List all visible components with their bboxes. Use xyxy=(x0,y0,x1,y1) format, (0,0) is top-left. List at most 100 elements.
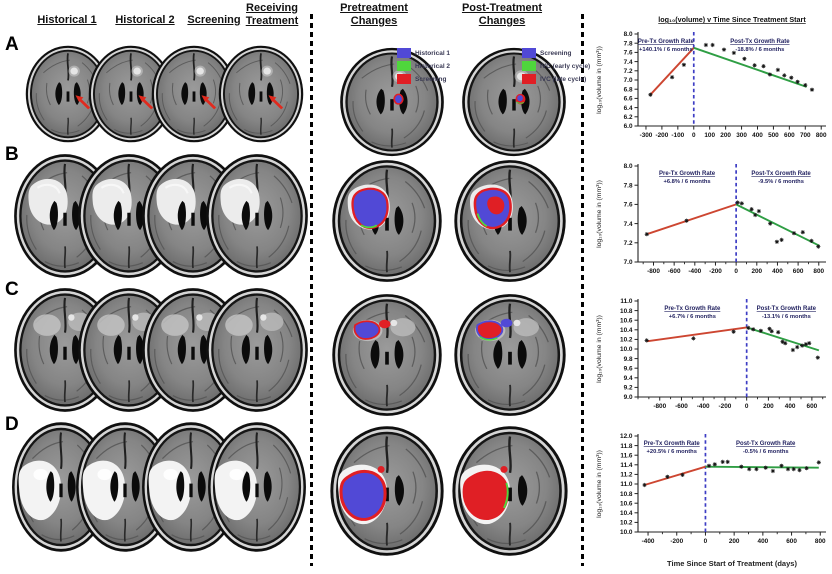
svg-text:10.2: 10.2 xyxy=(620,337,633,344)
data-point xyxy=(746,325,751,331)
data-point xyxy=(790,347,795,353)
svg-text:11.0: 11.0 xyxy=(620,298,633,305)
column-header-screening: Screening xyxy=(187,14,241,26)
svg-text:200: 200 xyxy=(729,538,740,545)
svg-text:8.0: 8.0 xyxy=(624,163,633,170)
svg-text:600: 600 xyxy=(784,132,795,139)
row-label-d: D xyxy=(5,414,19,435)
growth-chart-b: 7.0 7.2 7.4 7.6 7.8 8.0 -800 -600 -400 -… xyxy=(596,163,826,275)
section-divider-right xyxy=(581,14,584,566)
svg-text:600: 600 xyxy=(807,403,818,410)
svg-text:6.2: 6.2 xyxy=(624,114,633,121)
data-point xyxy=(768,221,773,226)
data-point xyxy=(791,466,796,472)
row-label-c: C xyxy=(5,279,19,300)
data-point xyxy=(703,42,709,48)
growth-rate-heading: Post-Tx Growth Rate xyxy=(757,306,817,312)
growth-rate-value: +140.1% / 6 months xyxy=(639,47,693,53)
legend-label: Historical 1 xyxy=(415,49,451,57)
data-point xyxy=(742,56,747,61)
svg-text:500: 500 xyxy=(768,132,779,139)
data-point xyxy=(807,341,812,346)
svg-text:0: 0 xyxy=(704,538,708,545)
data-point xyxy=(681,62,687,67)
data-point xyxy=(721,47,727,52)
mri-a-posttreatment-changes xyxy=(462,47,566,157)
mri-b-posttreatment-changes xyxy=(454,160,566,282)
mri-a-screening xyxy=(151,45,237,143)
data-point xyxy=(763,465,768,470)
svg-text:800: 800 xyxy=(815,538,826,545)
growth-rate-heading: Post-Tx Growth Rate xyxy=(736,441,796,447)
data-point xyxy=(767,326,772,331)
svg-text:-100: -100 xyxy=(671,132,684,139)
legend-item: Screening xyxy=(397,74,450,84)
mri-c-posttreatment-changes xyxy=(454,294,566,416)
svg-text:7.4: 7.4 xyxy=(624,221,633,228)
column-header-receiving-treatment: Receiving Treatment xyxy=(245,2,299,27)
mri-d-receiving-treatment xyxy=(208,422,306,552)
post-treatment-fit-line xyxy=(735,203,820,247)
data-point xyxy=(809,238,814,244)
x-axis-label: Time Since Start of Treatment (days) xyxy=(667,559,797,568)
svg-text:100: 100 xyxy=(704,132,715,139)
growth-rate-value: +6.7% / 6 months xyxy=(669,314,716,320)
legend-item: IVC (late cycle) xyxy=(522,74,590,84)
data-point xyxy=(756,208,761,214)
post-treatment-fit-line xyxy=(746,326,820,352)
data-point xyxy=(785,466,791,472)
svg-text:0: 0 xyxy=(734,268,738,275)
growth-rate-heading: Pre-Tx Growth Rate xyxy=(644,441,701,447)
svg-text:-300: -300 xyxy=(640,132,653,139)
data-point xyxy=(795,344,800,350)
svg-text:-400: -400 xyxy=(688,268,701,275)
data-point xyxy=(753,212,758,218)
data-point xyxy=(739,464,744,469)
growth-rate-heading: Pre-Tx Growth Rate xyxy=(638,39,695,45)
svg-text:10.6: 10.6 xyxy=(620,317,633,324)
mri-d-historical-2 xyxy=(76,422,174,552)
data-point xyxy=(725,459,730,465)
legend-label: Historical 2 xyxy=(415,62,451,70)
data-point xyxy=(815,355,820,360)
growth-rate-value: -13.1% / 6 months xyxy=(762,314,811,320)
legend-label: IVC (early cycle) xyxy=(540,62,591,70)
svg-text:7.0: 7.0 xyxy=(624,77,633,84)
post-treatment-fit-line xyxy=(693,46,807,88)
data-point xyxy=(769,329,774,334)
legend-label: Screening xyxy=(415,75,447,83)
growth-chart-d: 10.0 10.2 10.4 10.6 10.8 11.0 11.2 11.4 … xyxy=(596,433,826,568)
svg-text:10.4: 10.4 xyxy=(620,510,633,517)
svg-text:400: 400 xyxy=(758,538,769,545)
growth-chart-a: log₁₀(volume) v Time Since Treatment Sta… xyxy=(596,15,827,139)
mri-d-posttreatment-changes xyxy=(452,426,568,556)
growth-rate-heading: Pre-Tx Growth Rate xyxy=(664,306,721,312)
data-point xyxy=(758,328,763,333)
mri-c-pretreatment-changes xyxy=(332,294,442,416)
svg-text:-200: -200 xyxy=(670,538,683,545)
legend-item: Screening xyxy=(522,48,590,58)
y-axis-label: log₁₀(volume in (mm³)) xyxy=(596,315,603,383)
mri-a-pretreatment-changes xyxy=(340,47,444,157)
svg-text:-200: -200 xyxy=(719,403,732,410)
data-point xyxy=(648,92,653,97)
data-point xyxy=(644,338,649,343)
growth-rate-heading: Pre-Tx Growth Rate xyxy=(659,171,716,177)
data-point xyxy=(739,201,744,206)
svg-text:10.4: 10.4 xyxy=(620,327,633,334)
growth-rate-value: -0.5% / 6 months xyxy=(743,449,789,455)
data-point xyxy=(751,327,756,332)
svg-text:7.6: 7.6 xyxy=(624,50,633,57)
data-point xyxy=(774,239,779,244)
data-point xyxy=(731,50,736,56)
svg-text:11.8: 11.8 xyxy=(620,443,633,450)
growth-rate-value: -9.5% / 6 months xyxy=(758,179,804,185)
data-point xyxy=(644,232,649,237)
svg-text:8.0: 8.0 xyxy=(624,31,633,38)
svg-text:9.0: 9.0 xyxy=(624,394,633,401)
y-axis-label: log₁₀(volume in (mm³)) xyxy=(596,180,603,248)
legend-posttreatment: Screening IVC (early cycle) IVC (late cy… xyxy=(522,48,590,87)
pre-treatment-fit-line xyxy=(646,203,737,236)
mri-c-receiving-treatment xyxy=(206,288,308,412)
svg-text:-600: -600 xyxy=(668,268,681,275)
